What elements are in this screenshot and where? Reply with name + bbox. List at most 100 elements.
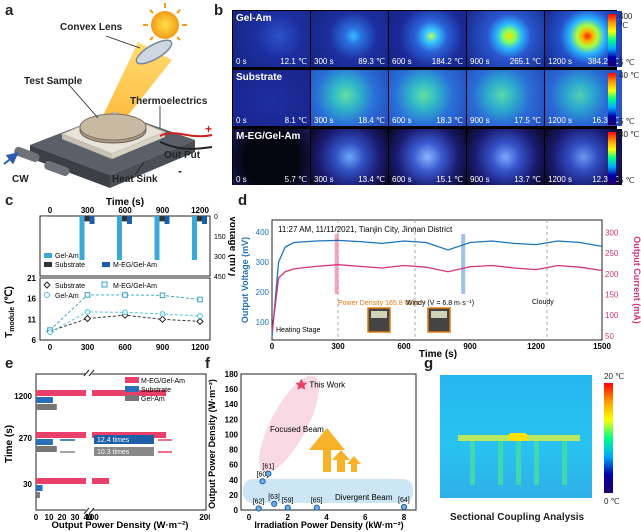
- row-label-m-eg-gel-am: M-EG/Gel-Am: [236, 131, 301, 142]
- c-bottom-point: [159, 311, 166, 317]
- c-top-ytick: 300: [214, 254, 226, 261]
- e-bar: [92, 478, 110, 484]
- d-xlabel: Time (s): [419, 349, 457, 360]
- f-ytick: 100: [225, 430, 239, 439]
- c-top-ytick: 0: [214, 214, 218, 221]
- panel-label-a: a: [5, 2, 14, 19]
- f-point: [284, 504, 291, 511]
- c-bottom-xtick: 0: [48, 343, 53, 352]
- c-bottom-xtick: 900: [156, 343, 170, 352]
- f-ytick: 160: [225, 385, 239, 394]
- e-xtick: 40: [84, 513, 93, 522]
- panel-label-g: g: [424, 355, 434, 372]
- f-point-label: [62]: [253, 498, 265, 505]
- c-bottom-ytick: 11: [28, 315, 37, 324]
- c-top-ytick: 150: [214, 234, 226, 241]
- f-xtick: 8: [402, 513, 407, 522]
- panel-d-chart: 0 300 600 900 1200 1500 100 200 300 400 50 100 150…: [240, 219, 641, 360]
- c-bottom-legend: Gel-Am: [55, 293, 79, 300]
- c-top-bar: [154, 216, 160, 260]
- thermal-cell: 600 s 184.2 ℃: [389, 11, 466, 67]
- c-top-legend: Substrate: [55, 262, 85, 269]
- e-bar: [36, 404, 57, 410]
- colorbar-bottom-label: 5 ℃: [619, 58, 635, 67]
- f-ytick: 60: [229, 461, 238, 470]
- c-top-legend: Gel-Am: [55, 253, 79, 260]
- e-bar: [36, 478, 88, 484]
- g-caption: Sectional Coupling Analysis: [450, 512, 585, 523]
- e-bar: [36, 397, 53, 403]
- c-top-xtick: 600: [118, 206, 132, 215]
- colorbar-top-label: 400 ℃: [619, 12, 633, 30]
- thermal-cell: 300 s 18.4 ℃: [311, 70, 388, 126]
- d-ytick-right: 250: [605, 249, 619, 258]
- label-cw: CW: [12, 174, 29, 185]
- c-bottom-point: [158, 315, 167, 324]
- c-top-ytick: 450: [214, 274, 226, 281]
- f-ytick: 80: [229, 446, 238, 455]
- e-xtick: 200: [199, 513, 210, 522]
- c-top-xtick: 900: [156, 206, 170, 215]
- c-top-bar: [122, 216, 127, 222]
- c-bottom-point: [159, 292, 166, 299]
- g-colorbar-top: 20 ℃: [604, 372, 625, 381]
- thermal-cell: 0 s 5.7 ℃: [233, 129, 310, 185]
- d-cloudy-label: Cloudy: [532, 299, 554, 306]
- f-point: [265, 470, 272, 477]
- f-point: [259, 478, 266, 485]
- label-plus: +: [205, 122, 213, 136]
- f-xtick: 4: [324, 513, 329, 522]
- d-ytick-right: 300: [605, 228, 619, 237]
- f-xlabel: Irradiation Power Density (kW·m⁻²): [254, 520, 403, 530]
- thermal-cell: 900 s 17.5 ℃: [467, 70, 544, 126]
- f-focused-label: Focused Beam: [270, 425, 324, 434]
- c-top-bar: [89, 216, 95, 224]
- g-colorbar-bottom: 0 ℃: [604, 497, 620, 506]
- f-ytick: 0: [234, 506, 239, 515]
- e-bar: [36, 439, 53, 445]
- panel-label-b: b: [214, 2, 224, 19]
- c-bottom-point: [84, 309, 91, 315]
- d-highlight: [334, 234, 339, 294]
- f-point-label: This Work: [309, 381, 346, 390]
- c-top-xtick: 0: [48, 206, 53, 215]
- f-ytick: 40: [229, 476, 238, 485]
- e-xtick: 20: [58, 513, 67, 522]
- c-bottom-legend: M-EG/Gel-Am: [113, 283, 157, 290]
- c-bottom-xtick: 600: [118, 343, 132, 352]
- c-bottom-point: [196, 317, 204, 326]
- c-bottom-point: [197, 296, 203, 303]
- c-bottom-point: [122, 309, 128, 316]
- c-bottom-ylabel: Tmodule (℃): [4, 286, 16, 338]
- c-bottom-point: [47, 329, 53, 335]
- f-ytick: 20: [229, 491, 238, 500]
- colorbar: [608, 73, 616, 125]
- colorbar-bottom-label: 5 ℃: [619, 176, 635, 185]
- c-bottom-point: [197, 313, 203, 319]
- e-bar: [36, 432, 88, 438]
- c-top-legend: M-EG/Gel-Am: [113, 262, 157, 269]
- f-xtick: 6: [363, 513, 368, 522]
- c-bottom-legend: Substrate: [55, 283, 85, 290]
- colorbar: [608, 14, 616, 66]
- c-bottom-xtick: 300: [81, 343, 95, 352]
- f-ytick: 140: [225, 400, 239, 409]
- d-ytick-right: 200: [605, 270, 619, 279]
- c-bottom-xtick: 1200: [191, 343, 209, 352]
- c-bottom-point: [122, 292, 128, 298]
- d-ytick-right: 50: [605, 332, 614, 341]
- e-bar: [36, 485, 43, 491]
- f-xtick: 0: [247, 513, 252, 522]
- c-top-bar: [117, 216, 122, 260]
- f-point-label: [61]: [262, 464, 274, 471]
- f-point: [313, 504, 320, 511]
- e-ytick: 30: [23, 480, 32, 489]
- f-point-label: [59]: [282, 498, 294, 505]
- e-ylabel: Time (s): [4, 425, 15, 463]
- panel-label-f: f: [205, 355, 210, 372]
- d-xtick: 1500: [593, 342, 611, 351]
- d-highlight: [461, 234, 466, 294]
- e-bar: [92, 390, 167, 396]
- panel-a-schematic: [3, 3, 213, 188]
- c-top-bar: [127, 216, 132, 224]
